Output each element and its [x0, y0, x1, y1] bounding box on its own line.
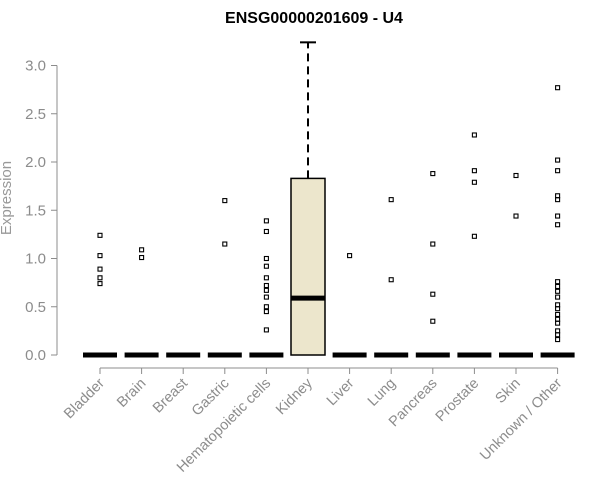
outlier-point: [139, 247, 145, 253]
outlier-point: [97, 281, 103, 287]
outlier-point: [430, 318, 436, 324]
outlier-point: [471, 168, 477, 174]
outlier-point: [430, 291, 436, 297]
outlier-point: [263, 304, 269, 310]
outlier-point: [555, 279, 561, 285]
outlier-point: [555, 283, 561, 290]
outlier-point: [513, 213, 519, 219]
box: [290, 177, 326, 356]
outlier-point: [139, 254, 145, 261]
outlier-point: [471, 233, 477, 239]
outlier-point: [555, 337, 561, 343]
outlier-point: [471, 179, 477, 185]
outlier-point: [430, 241, 436, 247]
outlier-point: [263, 218, 269, 224]
outlier-point: [97, 253, 103, 259]
y-axis-label: Expression: [0, 161, 15, 235]
y-tick-label: 2.0: [25, 154, 46, 171]
x-tick-label: Bladder: [61, 375, 108, 422]
chart-title: ENSG00000201609 - U4: [225, 10, 403, 27]
outlier-point: [388, 277, 394, 283]
x-tick-label: Skin: [493, 376, 524, 407]
y-tick-label: 0.0: [25, 347, 46, 364]
outlier-point: [555, 311, 561, 318]
outlier-point: [555, 294, 561, 300]
x-tick-label: Brain: [114, 376, 149, 411]
outlier-point: [555, 332, 561, 338]
outlier-point: [263, 327, 269, 333]
outlier-point: [263, 309, 269, 315]
x-tick-label: Kidney: [273, 375, 316, 418]
outlier-point: [347, 253, 353, 259]
outlier-point: [263, 282, 269, 289]
outlier-point: [263, 275, 269, 281]
y-tick-label: 1.0: [25, 251, 46, 268]
outlier-point: [430, 171, 436, 177]
outlier-point: [263, 294, 269, 300]
y-tick-label: 1.5: [25, 202, 46, 219]
outlier-point: [97, 266, 103, 272]
outlier-point: [97, 232, 103, 238]
outlier-point: [263, 228, 269, 235]
outlier-point: [555, 288, 561, 294]
outlier-point: [555, 197, 561, 203]
x-tick-label: Prostate: [433, 376, 482, 425]
outlier-point: [555, 222, 561, 228]
y-tick-label: 2.5: [25, 106, 46, 123]
outlier-point: [263, 263, 269, 269]
y-tick-label: 3.0: [25, 58, 46, 75]
outlier-point: [555, 168, 561, 174]
outlier-point: [555, 85, 561, 91]
outlier-point: [388, 197, 394, 203]
outlier-point: [222, 198, 228, 204]
outlier-point: [555, 213, 561, 219]
outlier-point: [97, 275, 103, 281]
x-tick-label: Lung: [365, 376, 399, 410]
outlier-point: [513, 172, 519, 179]
x-tick-label: Liver: [324, 375, 358, 409]
outlier-point: [222, 241, 228, 247]
outlier-point: [263, 287, 269, 293]
outlier-point: [555, 157, 561, 163]
x-tick-label: Breast: [150, 376, 191, 417]
outlier-point: [263, 255, 269, 262]
y-tick-label: 0.5: [25, 299, 46, 316]
outlier-point: [471, 132, 477, 138]
outlier-point: [555, 320, 561, 326]
outlier-point: [555, 306, 561, 312]
